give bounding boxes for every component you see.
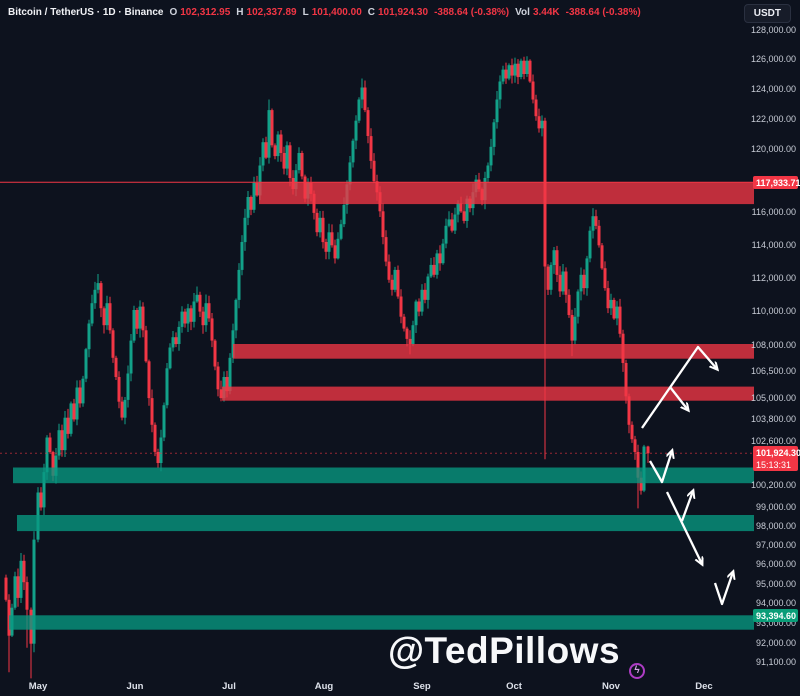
ohlc-high: H 102,337.89 (236, 6, 297, 18)
price-tick-label: 114,000.00 (751, 239, 796, 250)
price-axis[interactable]: 128,000.00 126,000.00 124,000.00 122,000.00… (751, 0, 800, 680)
projection-arrow-reject-from-105k[interactable] (669, 386, 688, 410)
level-price-axis-label: 93,394.60 (753, 609, 798, 623)
projection-arrow-dip-into-100k-bounce[interactable] (649, 451, 672, 484)
month-tick-label: Aug (314, 681, 334, 692)
supply-zone-box[interactable] (222, 386, 754, 401)
symbol-info-bar: Bitcoin / TetherUS · 1D · Binance O 102,3… (8, 5, 641, 19)
last-price-axis-label: 101,924.30 15:13:31 (753, 446, 800, 472)
demand-zone-box[interactable] (17, 515, 754, 532)
price-tick-label: 116,000.00 (751, 207, 796, 218)
interval-label: 1D (102, 6, 116, 18)
price-tick-label: 124,000.00 (750, 83, 796, 94)
price-tick-label: 110,000.00 (751, 306, 796, 317)
projection-arrow-bounce-to-108k-reject[interactable] (641, 345, 717, 429)
title-separator: · (118, 6, 122, 18)
demand-zone-box[interactable] (9, 615, 754, 630)
countdown-timer: 15:13:31 (756, 460, 792, 471)
price-tick-label: 105,000.00 (750, 392, 796, 403)
price-tick-label: 100,200.00 (750, 479, 796, 490)
price-tick-label: 108,000.00 (750, 340, 796, 351)
month-tick-label: Nov (602, 681, 620, 692)
ohlc-low: L 101,400.00 (302, 6, 362, 18)
lightning-bolt-icon: ϟ (629, 663, 645, 679)
month-tick-label: Sep (413, 681, 431, 692)
price-tick-label: 126,000.00 (750, 53, 796, 64)
candles-group (4, 56, 650, 679)
ohlc-open: O 102,312.95 (169, 6, 231, 18)
projection-arrow-bounce-at-98k[interactable] (680, 491, 693, 522)
price-tick-label: 128,000.00 (750, 24, 796, 35)
projection-arrow-bounce-at-93k[interactable] (713, 572, 733, 606)
price-tick-label: 97,000.00 (755, 539, 796, 550)
month-tick-label: Dec (695, 681, 713, 692)
level-price-axis-label: 117,933.71 (753, 175, 800, 189)
volume-change: -388.64 (-0.38%) (565, 6, 641, 18)
time-axis[interactable]: May Jun Jul Aug Sep Oct Nov Dec (0, 680, 752, 696)
price-tick-label: 120,000.00 (750, 144, 796, 155)
month-tick-label: Jul (222, 681, 236, 692)
currency-toggle-button[interactable]: USDT (743, 4, 791, 23)
price-tick-label: 102,600.00 (750, 435, 796, 446)
month-tick-label: Oct (506, 681, 522, 692)
price-tick-label: 106,500.00 (750, 366, 796, 377)
price-tick-label: 95,000.00 (755, 578, 796, 589)
title-separator: · (96, 6, 101, 18)
price-tick-label: 91,100.00 (755, 656, 796, 667)
symbol-name: Bitcoin / TetherUS (8, 6, 94, 18)
price-change: -388.64 (-0.38%) (434, 6, 510, 18)
price-tick-label: 96,000.00 (755, 559, 796, 570)
price-tick-label: 103,800.00 (750, 414, 796, 424)
price-tick-label: 122,000.00 (750, 113, 796, 124)
price-tick-label: 112,000.00 (751, 272, 796, 283)
price-tick-label: 93,000.00 (755, 618, 796, 629)
month-tick-label: May (28, 681, 48, 692)
price-tick-label: 92,000.00 (755, 638, 796, 649)
price-tick-label: 99,000.00 (755, 501, 796, 512)
projection-arrow-breakdown-to-96k[interactable] (665, 491, 702, 564)
ohlc-close: C 101,924.30 (367, 6, 429, 18)
symbol-title[interactable]: Bitcoin / TetherUS · 1D · Binance (8, 7, 163, 18)
month-tick-label: Jun (126, 681, 144, 692)
supply-zone-box[interactable] (259, 182, 754, 205)
volume-readout: Vol 3.44K (515, 6, 560, 18)
exchange-label: Binance (124, 6, 164, 18)
price-tick-label: 94,000.00 (755, 598, 796, 609)
price-tick-label: 98,000.00 (755, 520, 796, 531)
demand-zone-box[interactable] (13, 467, 754, 484)
supply-zone-box[interactable] (233, 344, 754, 359)
